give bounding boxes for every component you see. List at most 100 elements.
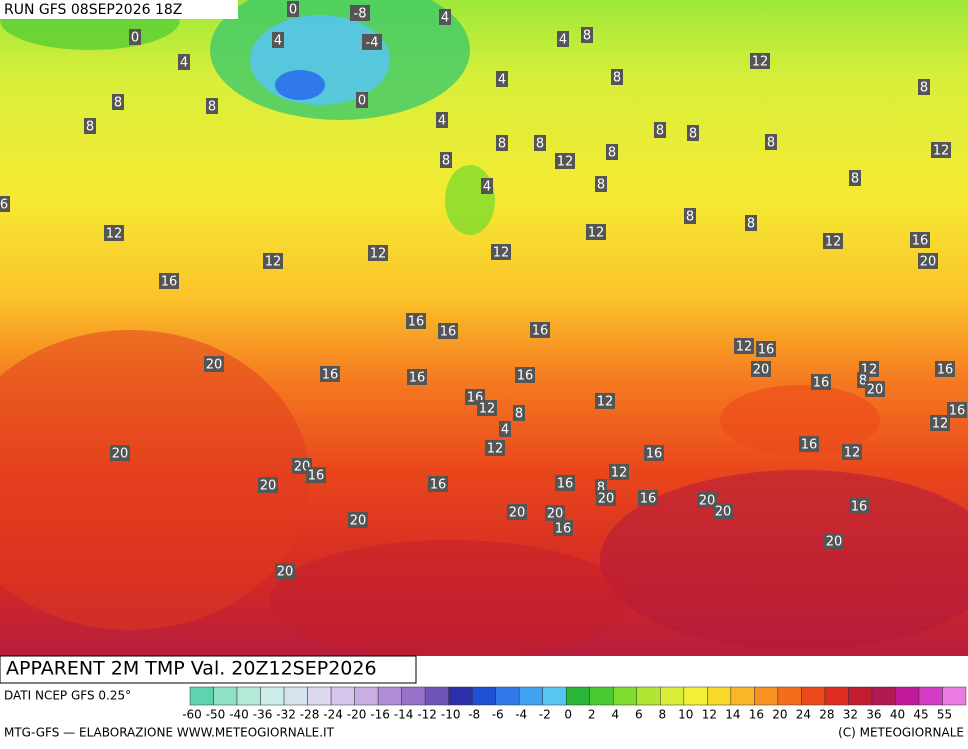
label-box <box>586 224 606 240</box>
contour-label: 20 <box>547 507 564 522</box>
scale-tick-label: -8 <box>468 708 480 722</box>
label-box <box>918 253 938 269</box>
scale-tick-label: 28 <box>819 708 834 722</box>
label-box <box>734 338 754 354</box>
contour-label: 20 <box>260 479 277 494</box>
label-box <box>697 492 717 508</box>
contour-label: 8 <box>86 120 94 135</box>
color-scale: -60 -50 -40 -36 -32 -28 -24 -20 -16 -14 -12 -10 -8 -6… <box>182 686 967 722</box>
footer-left: MTG-GFS — ELABORAZIONE WWW.METEOGIORNALE… <box>4 726 335 740</box>
label-box <box>499 421 511 437</box>
contour-label: 4 <box>274 34 282 49</box>
scale-swatch <box>895 686 920 706</box>
contour-label: 12 <box>557 155 574 170</box>
contour-label: 16 <box>322 368 339 383</box>
contour-label: 20 <box>277 565 294 580</box>
label-box <box>258 477 278 493</box>
label-box <box>644 445 664 461</box>
contour-label: 4 <box>441 11 449 26</box>
label-box <box>654 122 666 138</box>
cold-area <box>445 165 495 235</box>
contour-label: 16 <box>640 492 657 507</box>
scale-swatch <box>942 686 967 706</box>
contour-label: 20 <box>699 494 716 509</box>
label-box <box>745 215 757 231</box>
contour-label: 8 <box>583 29 591 44</box>
label-box <box>931 142 951 158</box>
scale-tick-label: 2 <box>588 708 596 722</box>
contour-label: 8 <box>613 71 621 86</box>
scale-swatch <box>495 686 520 706</box>
contour-label: 4 <box>559 33 567 48</box>
contour-label: -4 <box>366 36 379 51</box>
label-box <box>751 361 771 377</box>
label-box <box>611 69 623 85</box>
label-box <box>515 367 535 383</box>
scale-tick-label: -32 <box>276 708 296 722</box>
label-box <box>849 498 869 514</box>
scale-swatch <box>260 686 285 706</box>
label-box <box>545 505 565 521</box>
contour-label: 8 <box>689 127 697 142</box>
contour-label: 12 <box>933 144 950 159</box>
label-box <box>750 53 770 69</box>
label-box <box>684 208 696 224</box>
run-label: RUN GFS 08SEP2026 18Z <box>4 2 182 18</box>
scale-tick-label: -36 <box>253 708 273 722</box>
scale-tick-label: -14 <box>394 708 414 722</box>
contour-label: 16 <box>555 522 572 537</box>
label-box <box>824 533 844 549</box>
label-box <box>263 253 283 269</box>
label-box <box>799 436 819 452</box>
contour-label: 12 <box>844 446 861 461</box>
label-box <box>534 135 546 151</box>
label-box <box>555 475 575 491</box>
contour-label: 0 <box>289 3 297 18</box>
contour-label: 8 <box>656 124 664 139</box>
scale-tick-label: 24 <box>796 708 811 722</box>
label-box <box>178 54 190 70</box>
contour-label: 12 <box>479 402 496 417</box>
contour-label: 8 <box>747 217 755 232</box>
label-box <box>320 366 340 382</box>
contour-label: 16 <box>430 478 447 493</box>
scale-tick-label: 8 <box>658 708 666 722</box>
scale-tick-label: 10 <box>678 708 693 722</box>
footer-right: (C) METEOGIORNALE <box>838 726 964 740</box>
label-box <box>842 444 862 460</box>
warm-area <box>0 330 310 630</box>
label-box <box>918 79 930 95</box>
contour-label: 8 <box>920 81 928 96</box>
contour-label: 8 <box>686 210 694 225</box>
scale-tick-label: 20 <box>772 708 787 722</box>
scale-swatch <box>636 686 661 706</box>
scale-tick-label: 36 <box>866 708 881 722</box>
contour-label: 20 <box>350 514 367 529</box>
label-box <box>823 233 843 249</box>
label-box <box>606 144 618 160</box>
label-box <box>865 381 885 397</box>
label-box <box>110 445 130 461</box>
contour-label: 12 <box>106 227 123 242</box>
scale-tick-label: -60 <box>182 708 202 722</box>
label-box <box>935 361 955 377</box>
label-box <box>513 405 525 421</box>
contour-label: 20 <box>206 358 223 373</box>
contour-label: 4 <box>501 423 509 438</box>
contour-label: 8 <box>859 374 867 389</box>
contour-label: 8 <box>608 146 616 161</box>
scale-tick-label: 0 <box>564 708 572 722</box>
label-box <box>481 178 493 194</box>
contour-label: 4 <box>498 73 506 88</box>
scale-tick-label: 12 <box>702 708 717 722</box>
scale-swatch <box>730 686 755 706</box>
scale-tick-label: 32 <box>843 708 858 722</box>
label-box <box>362 34 382 50</box>
label-box <box>368 245 388 261</box>
label-box <box>406 313 426 329</box>
contour-label: 12 <box>611 466 628 481</box>
contour-label: 16 <box>813 376 830 391</box>
contour-label: 0 <box>358 94 366 109</box>
scale-tick-label: -2 <box>539 708 551 722</box>
